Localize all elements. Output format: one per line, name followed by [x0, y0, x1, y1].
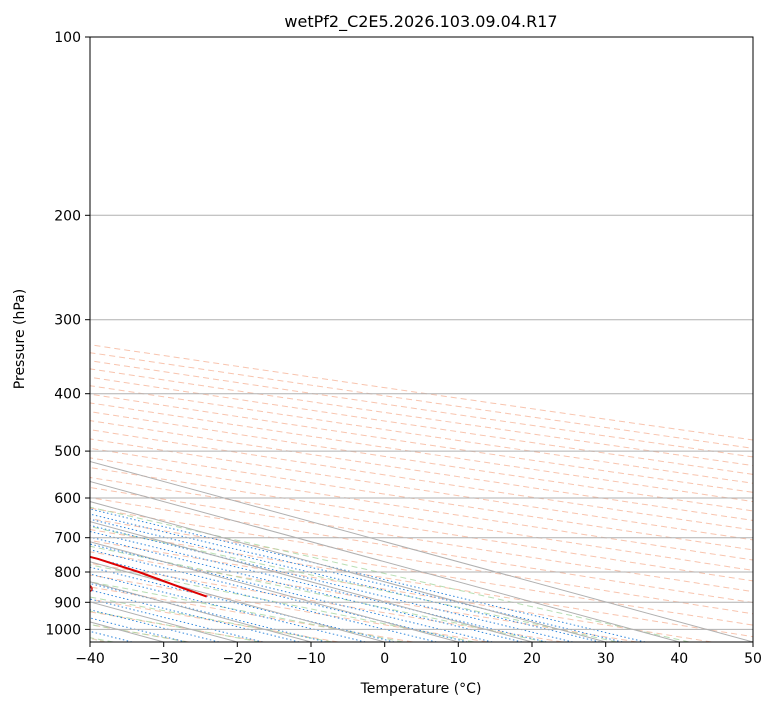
- dry-adiabat: [90, 467, 753, 571]
- dry-adiabat: [90, 344, 753, 441]
- temperature-annotation: 40: [77, 581, 97, 601]
- dry-adiabat: [90, 420, 753, 521]
- dry-adiabat: [90, 429, 753, 531]
- y-tick-label: 800: [54, 565, 81, 581]
- dry-adiabat: [90, 497, 753, 604]
- moist-adiabat: [90, 526, 617, 642]
- dry-adiabat: [90, 393, 753, 493]
- y-tick-label: 900: [54, 595, 81, 611]
- moist-adiabat: [90, 623, 188, 642]
- dry-adiabat: [90, 457, 753, 561]
- y-axis-label: Pressure (hPa): [12, 289, 28, 389]
- x-tick-label: −10: [296, 651, 326, 667]
- x-tick-label: 20: [523, 651, 541, 667]
- x-tick-label: 50: [744, 651, 762, 667]
- plot-frame: [89, 36, 754, 643]
- y-tick-label: 200: [54, 208, 81, 224]
- dry-adiabat: [90, 476, 753, 582]
- x-tick-label: −40: [75, 651, 105, 667]
- mixing-ratio-line: [90, 598, 263, 642]
- line-annotations: 0.10.20.40.611.52346810131620253036-100-…: [77, 581, 97, 601]
- dry-adiabat: [90, 551, 638, 642]
- dry-adiabat: [90, 507, 753, 615]
- y-tick-label: 1000: [45, 622, 81, 638]
- moist-adiabat: [90, 596, 333, 642]
- moist-adiabat: [90, 506, 690, 642]
- mixing-ratio-line: [90, 513, 623, 642]
- chart-title: wetPf2_C2E5.2026.103.09.04.R17: [284, 12, 557, 32]
- mixing-ratio-line: [90, 609, 220, 642]
- dry-adiabat: [90, 447, 753, 551]
- dry-adiabat: [90, 352, 753, 449]
- mixing-ratio-line: [90, 549, 468, 642]
- mixing-ratio-line: [90, 530, 547, 642]
- y-tick-label: 300: [54, 313, 81, 329]
- background-lines: [90, 344, 753, 642]
- dry-adiabat: [90, 562, 563, 642]
- mixing-ratio-line: [90, 617, 186, 642]
- x-tick-label: −20: [223, 651, 253, 667]
- y-tick-label: 400: [54, 387, 81, 403]
- dry-adiabat: [90, 411, 753, 512]
- dry-adiabat: [90, 518, 753, 626]
- mixing-ratio-line: [90, 518, 601, 642]
- mixing-ratio-line: [90, 556, 437, 642]
- mixing-ratio-line: [90, 524, 573, 642]
- isotherm-line: [90, 460, 753, 642]
- dry-adiabat: [90, 487, 753, 593]
- y-tick-label: 700: [54, 531, 81, 547]
- x-tick-label: 10: [449, 651, 467, 667]
- dry-adiabat: [90, 368, 753, 467]
- y-tick-label: 100: [54, 30, 81, 46]
- isotherm-line: [90, 541, 459, 642]
- dry-adiabat: [90, 586, 413, 642]
- isotherm-line: [90, 481, 680, 642]
- x-tick-label: 0: [380, 651, 389, 667]
- dry-adiabat: [90, 376, 753, 475]
- x-tick-label: 40: [670, 651, 688, 667]
- dry-adiabat: [90, 540, 712, 642]
- dry-adiabat: [90, 402, 753, 503]
- isotherm-line: [90, 501, 606, 642]
- isotherm-line: [90, 521, 533, 642]
- dry-adiabat: [90, 624, 189, 642]
- mixing-ratio-line: [90, 508, 646, 642]
- x-tick-label: −30: [149, 651, 179, 667]
- x-axis: −40 −30 −20 −10 0 10 20 30 40 50: [75, 642, 762, 667]
- y-axis: 100 200 300 400 500 600 700 800 900 1000: [45, 30, 90, 638]
- isotherm-line: [90, 561, 385, 642]
- y-tick-label: 600: [54, 491, 81, 507]
- dry-adiabat: [90, 611, 264, 642]
- grid-lines: [90, 37, 753, 642]
- y-tick-label: 500: [54, 444, 81, 460]
- dry-adiabat: [90, 438, 753, 541]
- moist-adiabat: [90, 564, 474, 642]
- dry-adiabat: [90, 385, 753, 484]
- dry-adiabat: [90, 529, 753, 638]
- moist-adiabat: [90, 581, 404, 642]
- x-axis-label: Temperature (°C): [360, 681, 482, 697]
- dry-adiabat: [90, 574, 488, 642]
- dry-adiabat: [90, 360, 753, 458]
- x-tick-label: 30: [597, 651, 615, 667]
